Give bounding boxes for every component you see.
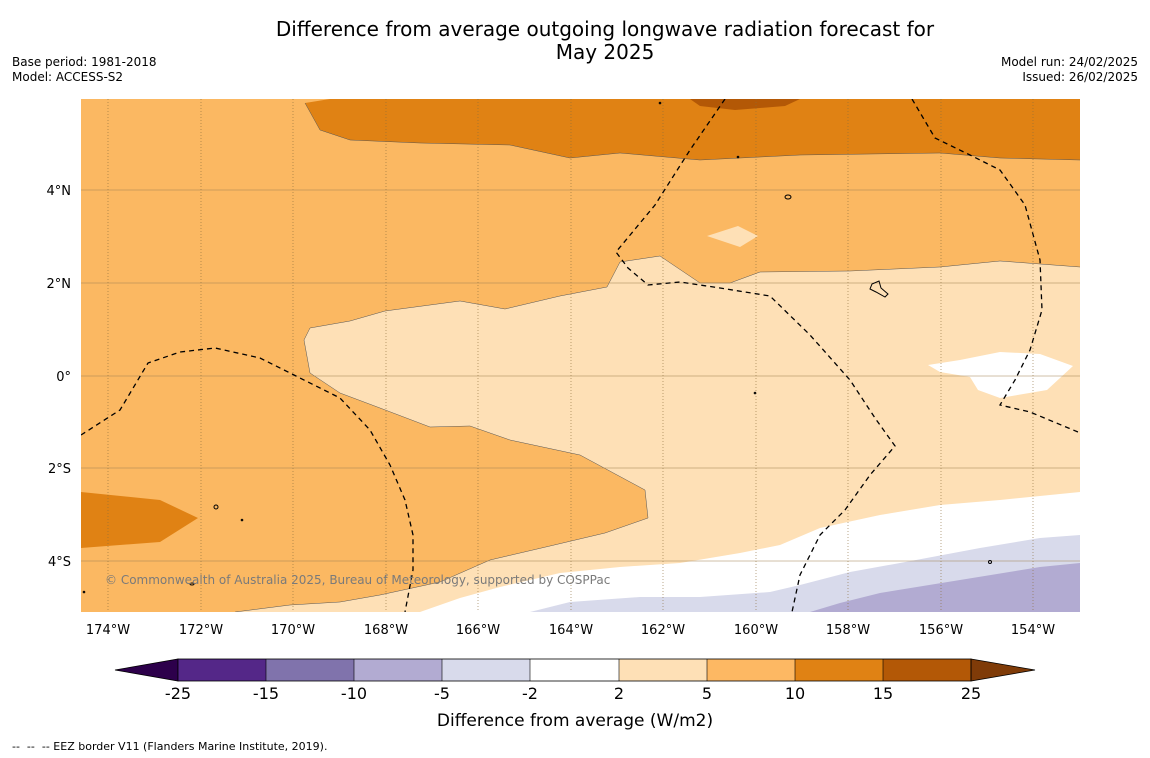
lon-label: 156°W xyxy=(919,623,963,638)
colorbar-swatch xyxy=(795,659,883,681)
lon-label: 174°W xyxy=(86,623,130,638)
lon-label: 160°W xyxy=(734,623,778,638)
colorbar-extend-low xyxy=(114,658,179,682)
graticule xyxy=(81,99,1080,612)
region-10-15-left xyxy=(81,492,198,548)
meta-left: Base period: 1981-2018 Model: ACCESS-S2 xyxy=(12,55,157,85)
lat-label: 4°S xyxy=(48,555,71,570)
colorbar-tick: 25 xyxy=(961,684,981,703)
colorbar-label: Difference from average (W/m2) xyxy=(437,711,713,731)
colorbar-tick: 10 xyxy=(785,684,805,703)
lon-label: 158°W xyxy=(826,623,870,638)
lon-label: 172°W xyxy=(179,623,223,638)
region-neutral-east xyxy=(928,352,1073,398)
region-minus10-minus5 xyxy=(810,563,1080,612)
model-run: Model run: 24/02/2025 xyxy=(1000,55,1138,69)
map-area xyxy=(81,99,1080,612)
title-line-1: Difference from average outgoing longwav… xyxy=(275,17,935,41)
lon-label: 170°W xyxy=(271,623,315,638)
lat-label: 2°S xyxy=(48,462,71,477)
copyright-text: © Commonwealth of Australia 2025, Bureau… xyxy=(105,573,610,587)
latitude-labels: 4°N 2°N 0° 2°S 4°S xyxy=(47,184,72,570)
longitude-labels: 174°W 172°W 170°W 168°W 166°W 164°W 162°… xyxy=(86,623,1055,638)
colorbar-tick: -5 xyxy=(434,684,450,703)
colorbar-tick: -25 xyxy=(165,684,191,703)
colorbar-tick: -10 xyxy=(341,684,367,703)
issued-date: Issued: 26/02/2025 xyxy=(1022,70,1138,84)
footer-note: -- -- -- EEZ border V11 (Flanders Marine… xyxy=(12,740,328,753)
colorbar-swatch xyxy=(178,659,266,681)
colorbar-swatch xyxy=(266,659,354,681)
lon-label: 166°W xyxy=(456,623,500,638)
lat-label: 2°N xyxy=(47,277,72,292)
islands xyxy=(82,101,992,594)
colorbar-tick: 5 xyxy=(702,684,712,703)
region-15-25-top xyxy=(690,99,800,110)
meta-right: Model run: 24/02/2025 Issued: 26/02/2025 xyxy=(1001,55,1138,85)
colorbar-extend-high xyxy=(970,658,1036,682)
colorbar-swatch xyxy=(530,659,619,681)
colorbar-tick: -2 xyxy=(522,684,538,703)
colorbar-swatch xyxy=(883,659,971,681)
colorbar-swatch xyxy=(707,659,795,681)
lat-label: 0° xyxy=(56,370,71,385)
lon-label: 168°W xyxy=(364,623,408,638)
region-2-5-blob xyxy=(707,226,758,247)
lon-label: 162°W xyxy=(641,623,685,638)
colorbar-swatch xyxy=(354,659,442,681)
colorbar-swatch xyxy=(619,659,707,681)
model-name: Model: ACCESS-S2 xyxy=(12,70,124,84)
chart-title: Difference from average outgoing longwav… xyxy=(200,18,1010,64)
eez-borders xyxy=(81,99,1079,612)
colorbar-ticks: -25 -15 -10 -5 -2 2 5 10 15 25 xyxy=(165,684,981,703)
colorbar-tick: 2 xyxy=(614,684,624,703)
colorbar: -25 -15 -10 -5 -2 2 5 10 15 25 Differenc… xyxy=(114,658,1036,731)
lon-label: 164°W xyxy=(549,623,593,638)
colorbar-tick: -15 xyxy=(253,684,279,703)
colorbar-swatch xyxy=(442,659,530,681)
title-line-2: May 2025 xyxy=(555,40,655,64)
base-period: Base period: 1981-2018 xyxy=(12,55,157,69)
lon-label: 154°W xyxy=(1011,623,1055,638)
lat-label: 4°N xyxy=(47,184,72,199)
colorbar-tick: 15 xyxy=(873,684,893,703)
